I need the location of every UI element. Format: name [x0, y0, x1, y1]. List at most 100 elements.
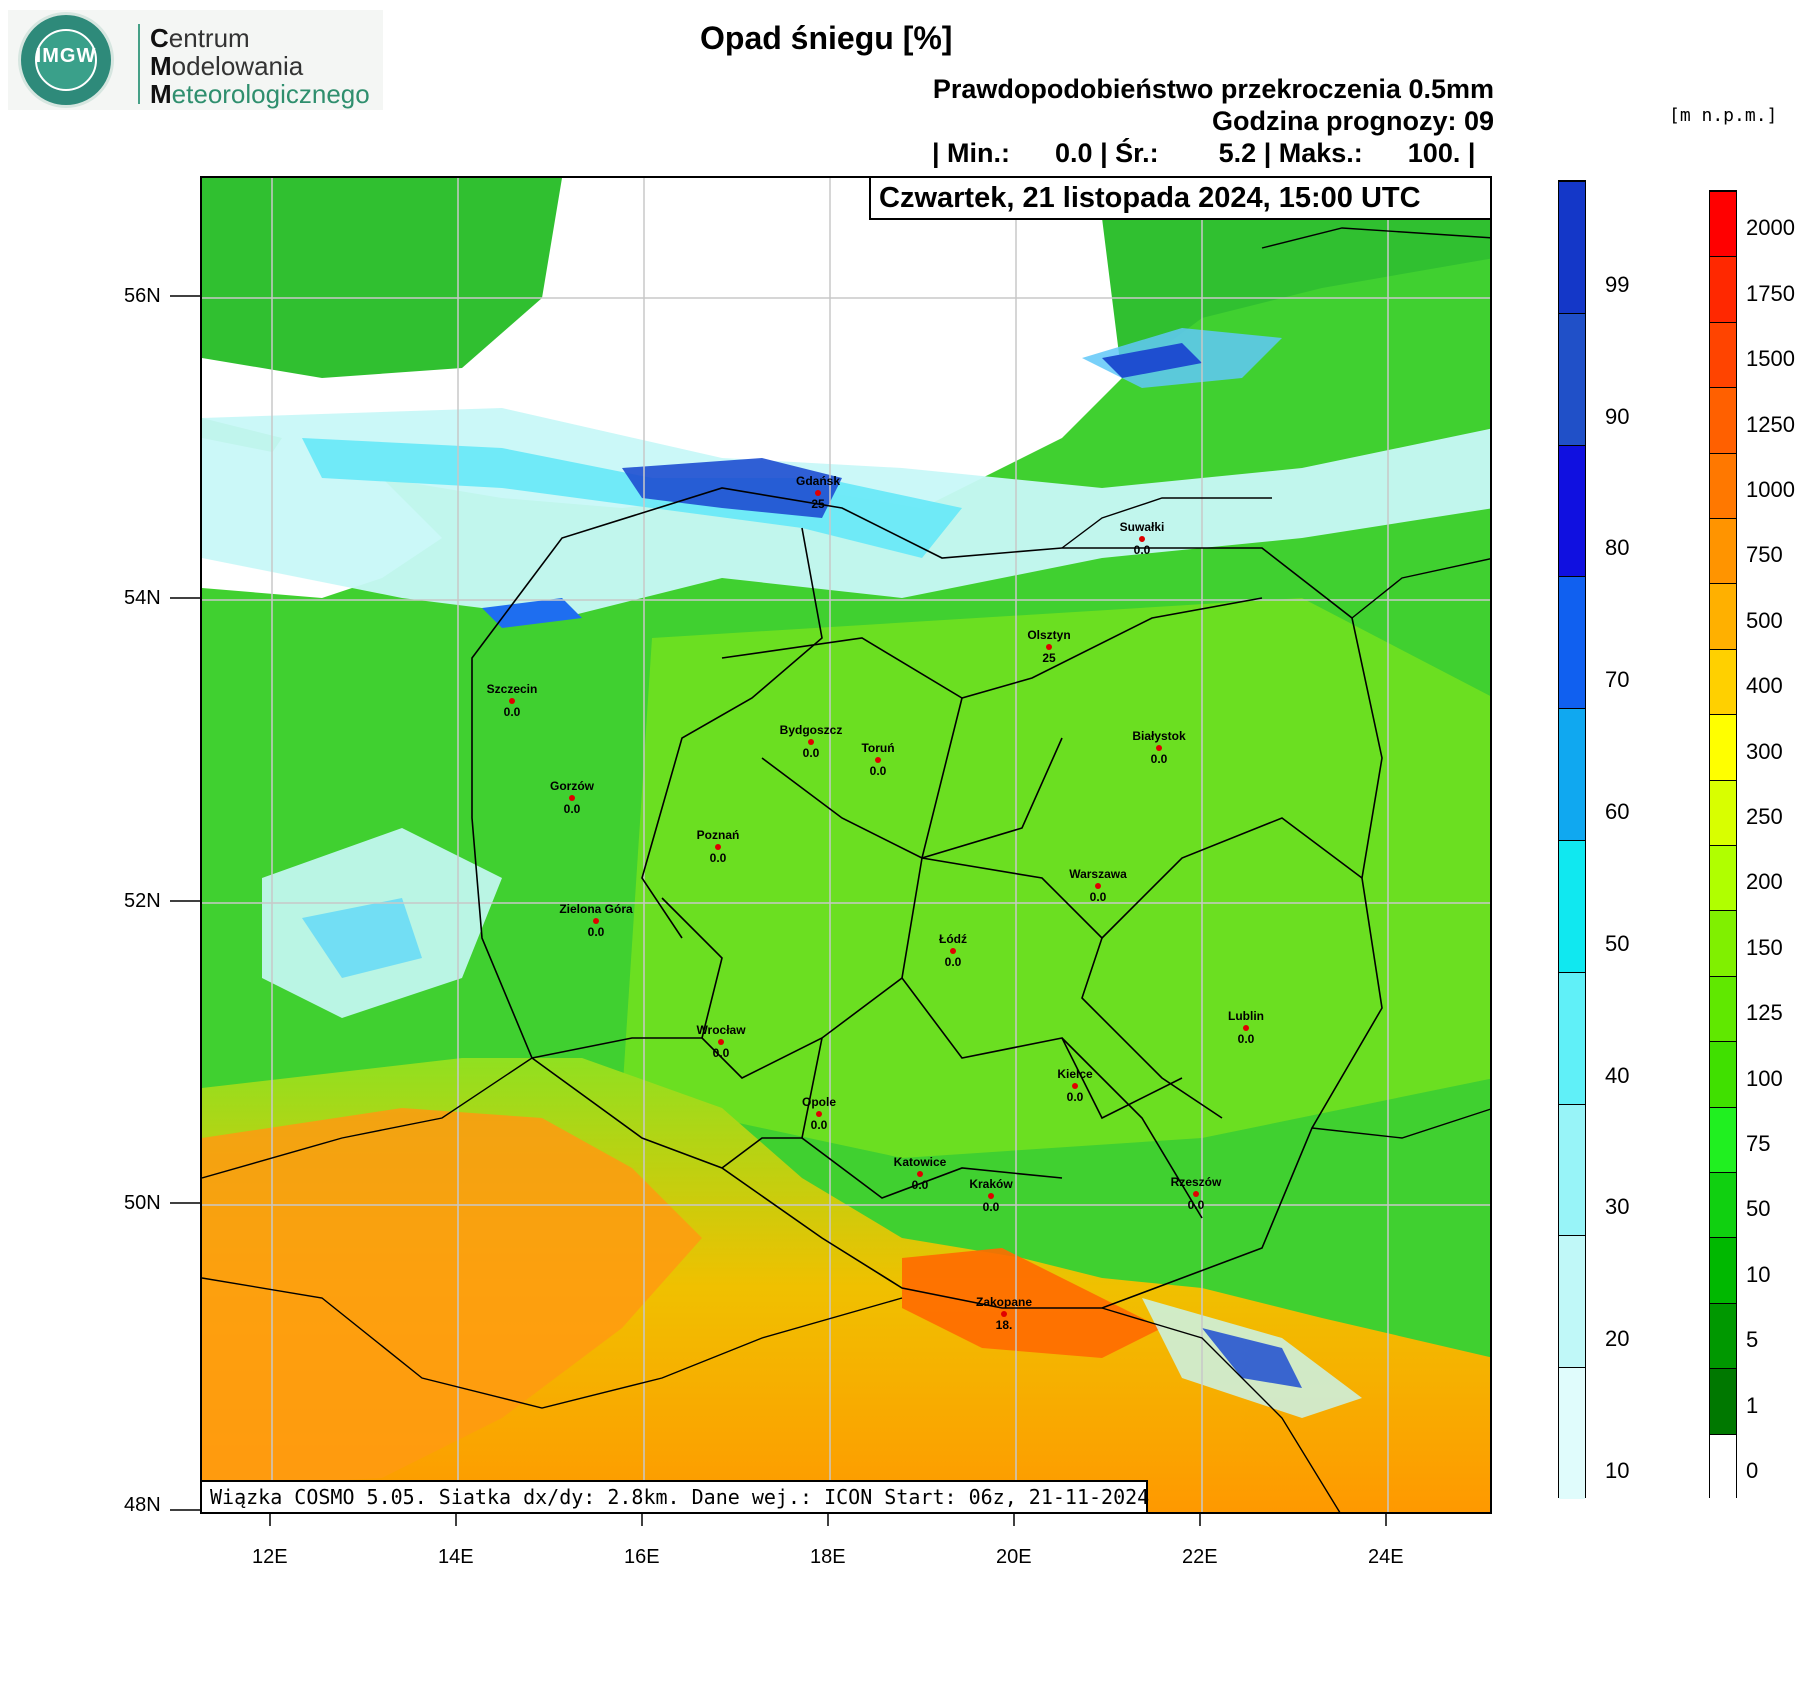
- city-opole: Opole 0.0: [801, 1095, 836, 1132]
- terrain-legend-label: 150: [1746, 934, 1783, 960]
- terrain-legend-swatch: [1710, 1172, 1736, 1238]
- city-poznan: Poznań 0.0: [696, 828, 740, 865]
- terrain-legend-swatch: [1710, 452, 1736, 518]
- lon-label: 14E: [438, 1546, 474, 1568]
- city-lublin: Lublin 0.0: [1228, 1009, 1264, 1046]
- snow-legend-swatch: [1559, 971, 1585, 1104]
- terrain-legend-label: 500: [1746, 607, 1783, 633]
- lowland-area: [622, 598, 1490, 1158]
- terrain-legend-swatch: [1710, 779, 1736, 845]
- city-warszawa: Warszawa 0.0: [1069, 867, 1127, 904]
- lon-label: 24E: [1368, 1546, 1404, 1568]
- terrain-legend-swatch: [1710, 910, 1736, 976]
- terrain-height-legend: [1709, 190, 1737, 1499]
- terrain-legend-swatch: [1710, 1433, 1736, 1499]
- terrain-legend-swatch: [1710, 1302, 1736, 1369]
- city-krakow: Kraków 0.0: [969, 1177, 1013, 1214]
- terrain-legend-swatch: [1710, 1237, 1736, 1303]
- terrain-legend-label: 2000: [1746, 215, 1795, 241]
- city-lodz: Łódź 0.0: [939, 932, 967, 969]
- snow-legend-label: 50: [1605, 930, 1630, 956]
- terrain-legend-label: 750: [1746, 542, 1783, 568]
- snow-legend-swatch: [1559, 1103, 1585, 1236]
- city-torun: Toruń 0.0: [861, 741, 895, 778]
- terrain-legend-label: 250: [1746, 804, 1783, 829]
- city-suwalki: Suwałki 0.0: [1119, 520, 1165, 557]
- lat-label: 56N: [124, 285, 161, 307]
- stats-line: | Min.: 0.0 | Śr.: 5.2 | Maks.: 100. |: [932, 138, 1476, 168]
- terrain-legend-label: 400: [1746, 673, 1783, 699]
- map-canvas: [202, 178, 1490, 1512]
- lon-label: 12E: [252, 1546, 288, 1568]
- terrain-legend-swatch: [1710, 191, 1736, 257]
- city-szczecin: Szczecin 0.0: [486, 682, 538, 719]
- terrain-legend-label: 1750: [1746, 280, 1795, 306]
- terrain-legend-label: 300: [1746, 738, 1783, 764]
- lat-label: 54N: [124, 587, 161, 609]
- snow-legend-label: 20: [1605, 1326, 1630, 1352]
- terrain-legend-label: 100: [1746, 1065, 1783, 1091]
- snow-legend-swatch: [1559, 576, 1585, 709]
- terrain-legend-label: 1250: [1746, 411, 1795, 437]
- city-rzeszow: Rzeszów 0.0: [1170, 1175, 1222, 1212]
- page-title: Opad śniegu [%]: [700, 20, 953, 56]
- terrain-legend-swatch: [1710, 1368, 1736, 1434]
- terrain-legend-label: 1500: [1746, 346, 1795, 372]
- terrain-legend-label: 1000: [1746, 477, 1795, 502]
- city-wroclaw: Wrocław 0.0: [696, 1023, 746, 1060]
- city-kielce: Kielce 0.0: [1057, 1067, 1093, 1104]
- forecast-map: Gdańsk 25 Suwałki 0.0 Olsztyn 25 Szczecin 0.…: [200, 176, 1492, 1514]
- city-gorzow: Gorzów 0.0: [550, 779, 594, 816]
- city-gdansk: Gdańsk 25: [795, 474, 840, 511]
- subtitle-forecast-hour: Godzina prognozy: 09: [1211, 106, 1494, 136]
- city-olsztyn: Olsztyn 25: [1027, 628, 1071, 665]
- snow-legend-label: 80: [1605, 535, 1630, 561]
- terrain-legend-swatch: [1710, 845, 1736, 911]
- terrain-legend-label: 200: [1746, 869, 1783, 895]
- snow-legend-swatch: [1559, 181, 1585, 313]
- map-gridlines: [202, 178, 1490, 1512]
- terrain-legend-swatch: [1710, 714, 1736, 780]
- subtitle-probability: Prawdopodobieństwo przekroczenia 0.5mm: [932, 74, 1494, 104]
- lon-ticks: [269, 1514, 1387, 1526]
- snow-legend-swatch: [1559, 840, 1585, 972]
- snow-legend-swatch: [1559, 1367, 1585, 1499]
- snow-legend-label: 90: [1605, 403, 1630, 429]
- snow-legend-label: 10: [1605, 1458, 1630, 1483]
- lon-label: 16E: [624, 1546, 660, 1568]
- terrain-legend-swatch: [1710, 583, 1736, 649]
- lat-ticks: [170, 295, 200, 1511]
- snow-legend-swatch: [1559, 1235, 1585, 1368]
- lat-label: 48N: [124, 1494, 161, 1516]
- borders: [471, 487, 1383, 1309]
- lat-label: 52N: [124, 890, 161, 912]
- lon-label: 22E: [1182, 1546, 1218, 1568]
- snow-legend-swatch: [1559, 312, 1585, 445]
- terrain-legend-label: 75: [1746, 1131, 1771, 1156]
- terrain-legend-label: 0: [1746, 1458, 1759, 1483]
- terrain-legend-swatch: [1710, 321, 1736, 388]
- terrain-legend-label: 1: [1746, 1392, 1759, 1418]
- terrain-legend-label: 5: [1746, 1327, 1759, 1353]
- lon-label: 18E: [810, 1546, 846, 1568]
- terrain-legend-label: 125: [1746, 1000, 1783, 1026]
- city-zakopane: Zakopane 18.: [975, 1295, 1032, 1332]
- terrain-unit-label: [m n.p.m.]: [1669, 105, 1778, 126]
- terrain-legend-swatch: [1710, 256, 1736, 322]
- terrain-legend-label: 50: [1746, 1196, 1771, 1222]
- terrain-legend-swatch: [1710, 975, 1736, 1042]
- city-zielona-gora: Zielona Góra 0.0: [559, 902, 633, 939]
- city-bialystok: Białystok 0.0: [1132, 729, 1186, 766]
- snow-legend-label: 30: [1605, 1194, 1630, 1220]
- lat-label: 50N: [124, 1192, 161, 1214]
- forecast-date-box: Czwartek, 21 listopada 2024, 15:00 UTC: [869, 176, 1492, 220]
- snow-legend-label: 99: [1605, 271, 1630, 297]
- logo-text: Centrum Modelowania Meteorologicznego: [150, 23, 370, 109]
- city-katowice: Katowice 0.0: [893, 1155, 947, 1192]
- imgw-logo: IMGW Centrum Modelowania Meteorologiczne…: [8, 10, 383, 110]
- terrain-legend-swatch: [1710, 648, 1736, 715]
- model-info-box: Wiązka COSMO 5.05. Siatka dx/dy: 2.8km. …: [200, 1480, 1149, 1514]
- snow-probability-legend: [1558, 180, 1586, 1499]
- snow-legend-label: 60: [1605, 799, 1630, 824]
- terrain-legend-swatch: [1710, 1041, 1736, 1107]
